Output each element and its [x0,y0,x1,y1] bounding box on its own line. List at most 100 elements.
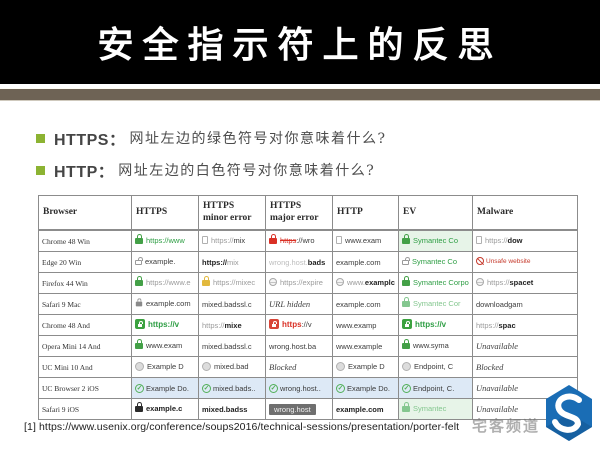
cell-content: Symantec Cor [402,297,461,308]
cell-content: Endpoint, C [402,361,453,371]
cell-content: example.com [135,298,191,308]
check-icon [269,384,278,393]
lock-icon [202,276,210,287]
cell-text: www.exam [345,235,382,245]
cell-content: https://mix [202,258,239,267]
indicator-cell: Example Do. [332,377,399,399]
cell-content: Example Do. [336,384,390,393]
cell-content: wrong.host.. [269,384,321,393]
table-row: Chrome 48 And https://v https://mixe https:… [38,314,578,336]
cell-text: Symantec Co [412,257,458,266]
indicator-table: Browser HTTPS HTTPS minor error HTTPS major e… [38,195,578,420]
cell-content: wrong.host [269,403,316,415]
cell-content: www.syma [402,339,449,350]
lock-icon [402,276,410,287]
cell-text: Symantec [413,403,447,413]
cell-content: https://www [135,234,185,245]
indicator-cell: example.c [131,398,199,420]
indicator-cell: https://mix [198,251,266,273]
cell-text: URL hidden [269,299,311,309]
cell-content: mixed.badssl.c [202,300,252,309]
cell-text: www.syma [413,340,449,350]
page-icon [476,236,482,245]
indicator-cell: example. [131,251,199,273]
cell-content: Example D [135,361,184,371]
column-header-https-minor-error: HTTPS minor error [198,195,266,231]
indicator-cell: https://v [398,314,473,336]
indicator-cell: www.exam [332,229,399,252]
cell-text: Unsafe website [486,257,531,265]
cell-content: example.com [336,300,381,309]
cell-content: wrong.host.ba [269,342,316,351]
cell-text: Unavailable [476,341,519,351]
cell-content: Unavailable [476,341,518,351]
badge-icon [135,319,145,329]
cell-content: Blocked [269,362,296,372]
cell-content: www.examp [336,321,376,330]
cell-text: https [282,319,302,329]
cell-text: https:// [202,320,225,330]
cell-content: example.com [336,405,384,414]
indicator-cell: wrong.host. bads [265,251,333,273]
bullet-text: 网址左边的白色符号对你意味着什么? [118,163,376,179]
browser-name: Safari 9 iOS [38,398,132,420]
cell-text: https://v [148,319,180,329]
indicator-cell: https://spacet [472,272,578,294]
cell-text: example.com [336,404,384,414]
cell-content: https://mix [202,236,245,245]
indicator-cell: https://mixe [198,314,266,336]
cell-text: https:// [211,235,234,245]
indicator-cell: Unsafe website [472,251,578,273]
indicator-cell: Example D [332,356,399,378]
browser-name: Safari 9 Mac [38,293,132,315]
bullet-list: HTTPS： 网址左边的绿色符号对你意味着什么? HTTP： 网址左边的白色符号… [36,126,386,190]
browser-name: UC Mini 10 And [38,356,132,378]
hexagon-logo-icon [546,385,592,441]
cell-text: https:// [487,277,510,287]
indicator-cell: https://mixec [198,272,266,294]
cell-content: https://v [135,319,179,329]
indicator-cell: Symantec Co [398,229,473,252]
indicator-cell: www.examp [332,314,399,336]
indicator-cell: example.com [332,398,399,420]
indicator-cell: www.exam [131,335,199,357]
cell-text: https://www.e [146,277,191,287]
footnote-reference: [1] https://www.usenix.org/conference/so… [24,421,460,433]
indicator-cell: example.com [332,251,399,273]
bullet-https: HTTPS： 网址左边的绿色符号对你意味着什么? [36,126,386,150]
cell-content: www.exam [135,339,182,350]
cell-text: Example D [348,361,385,371]
table-row: UC Browser 2 iOS Example Do. mixed.bads.. w… [38,377,578,399]
bullet-square-icon [36,133,45,143]
lock-icon [135,234,143,245]
table-header: Browser HTTPS HTTPS minor error HTTPS major e… [38,195,578,231]
indicator-cell: https://expire [265,272,333,294]
table-body: Chrome 48 Win https://www https://mix https… [38,229,578,420]
browser-name: Edge 20 Win [38,251,132,273]
indicator-cell: https://spac [472,314,578,336]
indicator-cell: https://dow [472,229,578,252]
table-row: Chrome 48 Win https://www https://mix https… [38,229,578,252]
indicator-cell: https://wro [265,229,333,252]
indicator-cell: www.syma [398,335,473,357]
bullet-label: HTTPS： [54,132,126,149]
cell-text: mixed.badssl.c [202,341,252,351]
cell-content: www.example [336,342,382,351]
indicator-cell: Example Do. [131,377,199,399]
lock-icon [402,402,410,413]
badge-icon [269,319,279,329]
indicator-cell: Example D [131,356,199,378]
indicator-cell: wrong.host.ba [265,335,333,357]
cell-content: https://expire [269,278,323,287]
cell-content: www.exam [336,236,381,245]
badge-icon [402,319,412,329]
cell-content: www. examplc [336,278,395,287]
indicator-cell: downloadgam [472,293,578,315]
indicator-cell: mixed.bad [198,356,266,378]
globe-icon [269,278,277,287]
bullet-http: HTTP： 网址左边的白色符号对你意味着什么? [36,158,386,182]
lock-icon [402,339,410,350]
indicator-cell: URL hidden [265,293,333,315]
cell-text: wrong.host [274,404,311,414]
column-header-https-major-error: HTTPS major error [265,195,333,231]
